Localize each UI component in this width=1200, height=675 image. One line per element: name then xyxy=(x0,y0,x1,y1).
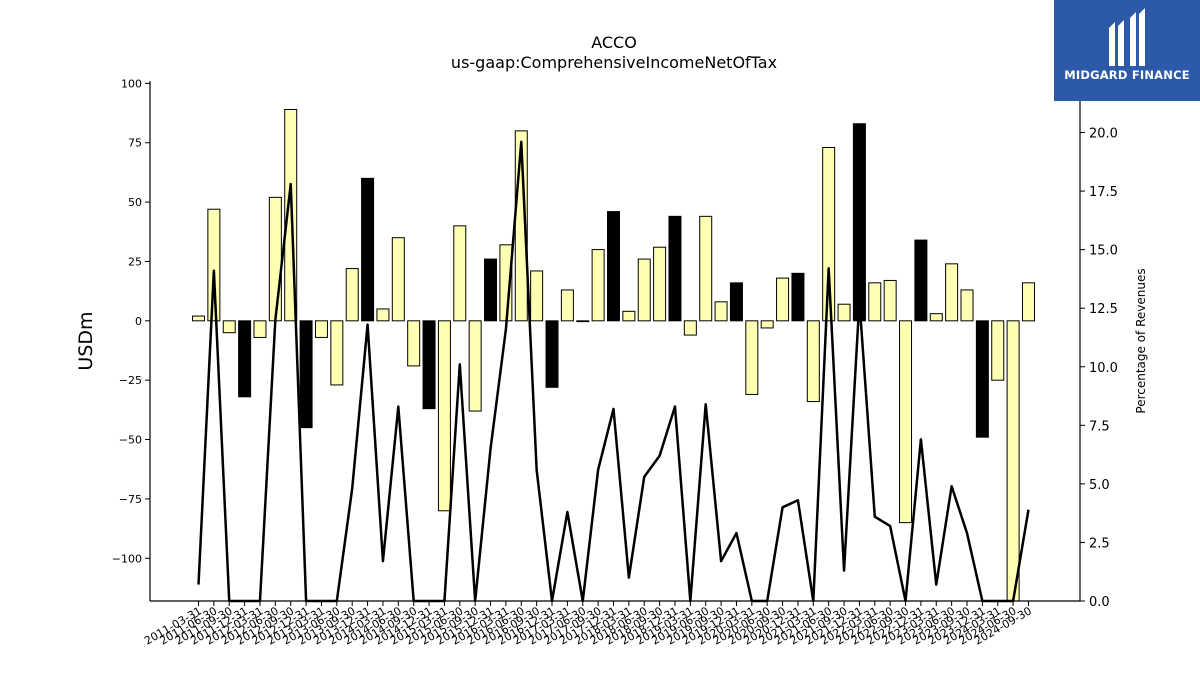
bar-2022-12-31 xyxy=(914,239,928,322)
brand-name: MIDGARD FINANCE xyxy=(1064,68,1190,82)
bar-2019-06-30 xyxy=(699,215,713,322)
bar-2013-03-31 xyxy=(314,320,328,338)
bar-2019-12-31 xyxy=(729,282,743,322)
bar-2024-09-30 xyxy=(1021,282,1035,322)
bar-2018-06-30 xyxy=(637,258,651,322)
bar-2012-03-31 xyxy=(253,320,267,338)
bar-2013-09-30 xyxy=(345,268,359,322)
y-tick-label: −25 xyxy=(119,374,142,387)
bar-2015-03-31 xyxy=(437,320,451,512)
bar-2017-06-30 xyxy=(576,320,590,323)
y2-tick-label: 7.5 xyxy=(1089,419,1110,434)
y2-tick-label: 12.5 xyxy=(1089,302,1118,317)
y-tick-label: 100 xyxy=(121,77,142,90)
bar-2019-03-31 xyxy=(683,320,697,336)
bar-2020-12-31 xyxy=(791,272,805,322)
bar-2020-06-30 xyxy=(760,320,774,329)
bar-2012-06-30 xyxy=(268,196,282,322)
bar-2021-03-31 xyxy=(806,320,820,403)
bar-2013-06-30 xyxy=(330,320,344,386)
bar-2016-12-31 xyxy=(545,320,559,388)
chart-subtitle: us-gaap:ComprehensiveIncomeNetOfTax xyxy=(451,53,777,72)
bar-2022-03-31 xyxy=(868,282,882,322)
bar-2017-12-31 xyxy=(606,211,620,322)
midgard-logo-icon xyxy=(1109,8,1145,66)
bar-2021-12-31 xyxy=(852,123,866,322)
y-tick-label: −100 xyxy=(112,552,142,565)
bar-2019-09-30 xyxy=(714,301,728,322)
bar-2023-12-31 xyxy=(975,320,989,438)
y2-tick-label: 17.5 xyxy=(1089,185,1118,200)
y2-tick-label: 5.0 xyxy=(1089,478,1110,493)
bar-2020-03-31 xyxy=(745,320,759,395)
bar-2017-03-31 xyxy=(560,289,574,322)
bar-2020-09-30 xyxy=(776,277,790,322)
bar-2013-12-31 xyxy=(361,177,375,322)
bar-2021-09-30 xyxy=(837,303,851,322)
bar-2023-09-30 xyxy=(960,289,974,322)
bar-2023-03-31 xyxy=(929,313,943,322)
bar-2018-12-31 xyxy=(668,215,682,322)
bar-2011-06-30 xyxy=(207,208,221,322)
bar-2017-09-30 xyxy=(591,249,605,322)
bar-2021-06-30 xyxy=(822,146,836,322)
bar-2022-06-30 xyxy=(883,279,897,322)
bar-2011-03-31 xyxy=(192,315,205,322)
bar-2018-03-31 xyxy=(622,310,636,322)
brand-logo: MIDGARD FINANCE xyxy=(1054,0,1200,101)
bar-2022-09-30 xyxy=(899,320,913,524)
bar-2014-06-30 xyxy=(391,237,405,322)
chart-title: ACCO xyxy=(591,33,637,52)
y2-axis-label: Percentage of Revenues xyxy=(1134,268,1148,413)
bar-2018-09-30 xyxy=(653,246,667,322)
bar-2023-06-30 xyxy=(945,263,959,322)
bar-2011-09-30 xyxy=(222,320,236,334)
y-tick-label: 25 xyxy=(128,255,142,268)
y-tick-label: −75 xyxy=(119,493,142,506)
y-tick-label: 0 xyxy=(135,315,142,328)
bar-2014-12-31 xyxy=(422,320,436,410)
bar-2024-06-30 xyxy=(1006,320,1020,602)
y-tick-label: −50 xyxy=(119,434,142,447)
y2-tick-label: 0.0 xyxy=(1089,595,1110,610)
y2-tick-label: 2.5 xyxy=(1089,536,1110,551)
y2-tick-label: 15.0 xyxy=(1089,244,1118,259)
y-axis-label: USDm xyxy=(75,311,97,370)
y-tick-label: 50 xyxy=(128,196,142,209)
bar-2015-09-30 xyxy=(468,320,482,412)
bar-2012-12-31 xyxy=(299,320,313,429)
bar-2011-12-31 xyxy=(238,320,252,398)
bar-2016-09-30 xyxy=(530,270,544,322)
y-tick-label: 75 xyxy=(128,137,142,150)
bar-2014-03-31 xyxy=(376,308,390,322)
bar-2024-03-31 xyxy=(991,320,1005,381)
bar-2015-12-31 xyxy=(484,258,498,322)
y2-tick-label: 20.0 xyxy=(1089,127,1118,142)
bar-2014-09-30 xyxy=(407,320,421,367)
bar-2015-06-30 xyxy=(453,225,467,322)
y2-tick-label: 10.0 xyxy=(1089,361,1118,376)
